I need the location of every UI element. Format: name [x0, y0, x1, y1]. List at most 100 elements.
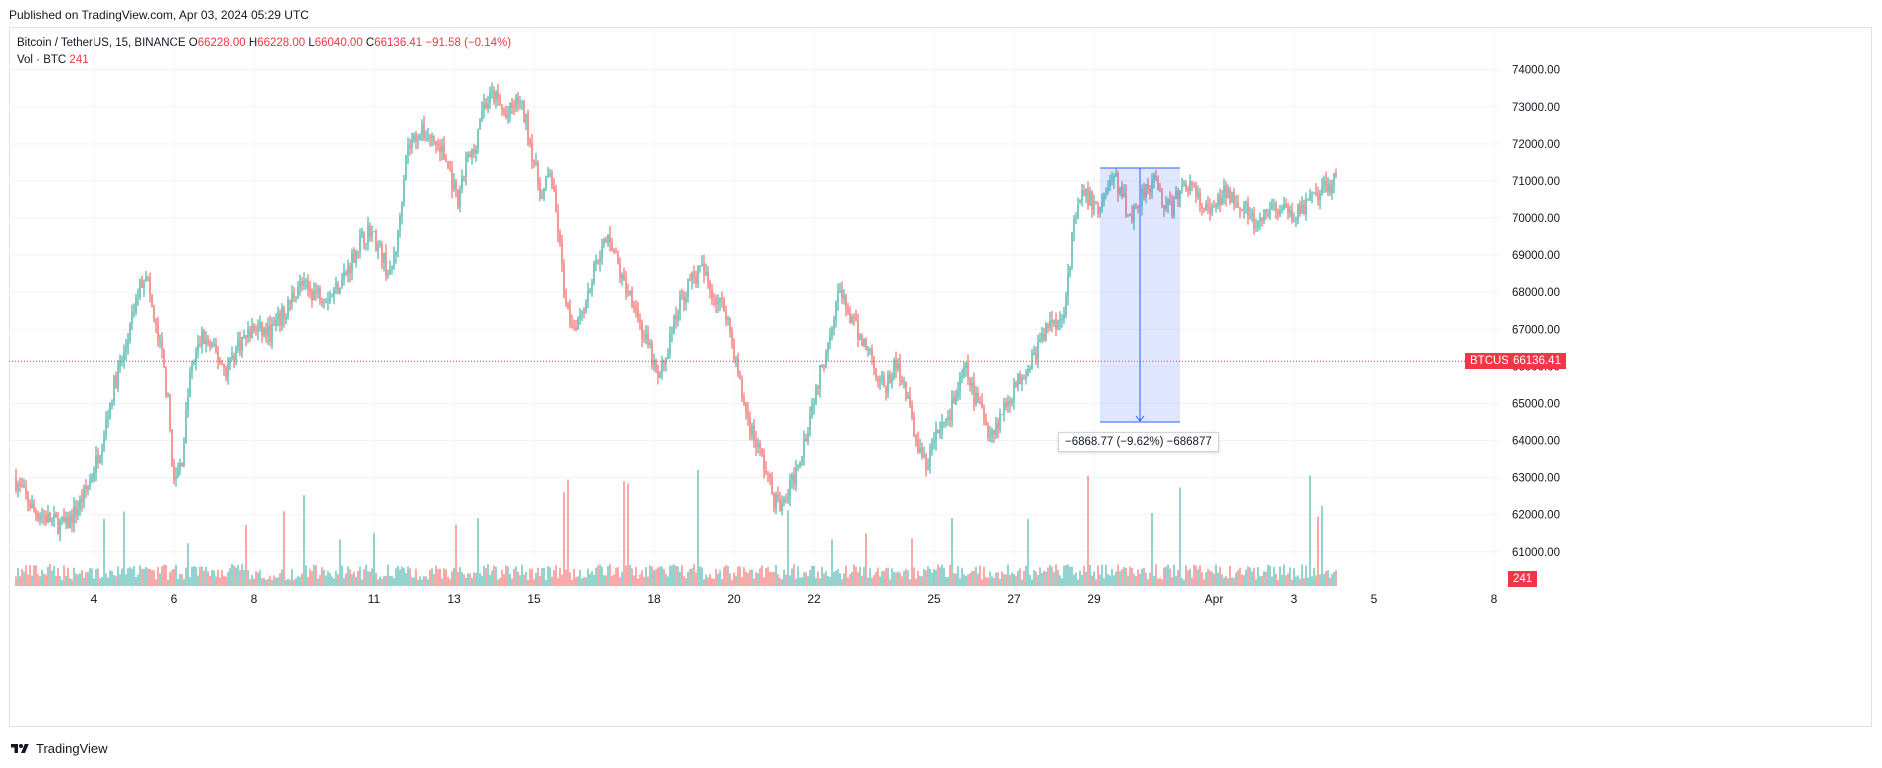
volume-bar — [763, 577, 765, 586]
volume-bar — [219, 577, 221, 586]
volume-bar — [993, 577, 995, 586]
candle-body — [923, 454, 925, 457]
chart-frame — [9, 27, 1872, 727]
candle-body — [111, 401, 113, 404]
candle-body — [691, 272, 693, 280]
volume-bar — [747, 573, 749, 586]
volume-bar — [505, 565, 507, 586]
volume-bar — [733, 572, 735, 586]
candle-body — [193, 362, 195, 364]
candle-body — [215, 343, 217, 353]
footer-brand[interactable]: TradingView — [9, 741, 108, 756]
candle-body — [143, 281, 145, 288]
candle-body — [1271, 204, 1273, 210]
volume-bar — [603, 575, 605, 586]
candle-body — [685, 297, 687, 303]
candle-body — [729, 317, 731, 332]
volume-bar — [1299, 578, 1301, 586]
candle-body — [565, 297, 567, 304]
volume-bar — [907, 570, 909, 586]
candle-body — [615, 251, 617, 254]
volume-bar — [1185, 565, 1187, 586]
volume-bar — [571, 579, 573, 586]
candle-body — [71, 515, 73, 524]
volume-bar — [403, 568, 405, 586]
volume-bar — [439, 568, 441, 586]
volume-bar — [101, 576, 103, 586]
candle-body — [891, 377, 893, 384]
candle-body — [563, 263, 565, 298]
candle-body — [631, 291, 633, 306]
volume-bar — [1217, 572, 1219, 586]
volume-bar — [623, 481, 625, 586]
candle-body — [709, 281, 711, 290]
volume-bar — [1239, 567, 1241, 586]
candle-body — [91, 478, 93, 482]
volume-bar — [1279, 566, 1281, 586]
volume-bar — [273, 575, 275, 586]
candle-body — [551, 173, 553, 188]
candle-body — [581, 312, 583, 315]
volume-bar — [489, 574, 491, 586]
candle-body — [517, 95, 519, 104]
volume-bar — [799, 577, 801, 586]
candle-body — [803, 438, 805, 457]
volume-bar — [463, 574, 465, 586]
volume-bar — [205, 566, 207, 586]
volume-bar — [1329, 577, 1331, 586]
candle-body — [1153, 175, 1155, 180]
volume-bar — [575, 577, 577, 586]
volume-bar — [1321, 505, 1323, 586]
volume-bar — [827, 576, 829, 586]
volume-bar — [1043, 570, 1045, 586]
volume-bar — [183, 579, 185, 586]
x-tick-label: 15 — [527, 592, 541, 606]
candle-body — [1141, 188, 1143, 207]
candle-body — [755, 440, 757, 448]
volume-bar — [665, 573, 667, 586]
volume-bar — [301, 573, 303, 586]
candle-body — [813, 403, 815, 406]
candle-body — [207, 339, 209, 343]
volume-label[interactable]: Vol · BTC — [17, 54, 67, 66]
candle-body — [977, 393, 979, 402]
candle-body — [1061, 318, 1063, 320]
volume-bar — [1289, 567, 1291, 586]
volume-bar — [77, 574, 79, 586]
volume-bar — [905, 568, 907, 586]
candle-body — [67, 517, 69, 529]
volume-bar — [587, 568, 589, 586]
tradingview-logo-icon — [11, 743, 29, 753]
candle-body — [131, 312, 133, 324]
volume-bar — [157, 567, 159, 586]
volume-bar — [59, 576, 61, 586]
candle-body — [459, 189, 461, 207]
candle-body — [41, 516, 43, 518]
volume-bar — [479, 573, 481, 586]
measure-result-label[interactable]: −6868.77 (−9.62%) −686877 — [1058, 431, 1219, 452]
y-tick-label: 74000.00 — [1512, 65, 1560, 77]
volume-bar — [297, 576, 299, 586]
volume-bar — [265, 579, 267, 586]
change-value: −91.58 (−0.14%) — [425, 37, 512, 49]
volume-bar — [1291, 579, 1293, 586]
candle-body — [487, 103, 489, 108]
volume-bar — [105, 573, 107, 586]
candle-body — [1083, 190, 1085, 196]
candle-body — [537, 162, 539, 183]
candle-body — [1197, 192, 1199, 197]
last-price-value-tag: 66136.41 — [1508, 353, 1566, 370]
x-tick-label: 11 — [368, 592, 381, 606]
volume-bar — [1139, 573, 1141, 586]
symbol-title[interactable]: Bitcoin / TetherUS, 15, BINANCE — [17, 37, 186, 49]
candle-body — [1075, 218, 1077, 220]
candle-body — [133, 311, 135, 313]
candle-body — [735, 357, 737, 360]
volume-bar — [683, 576, 685, 586]
volume-bar — [93, 578, 95, 586]
candle-body — [165, 367, 167, 396]
volume-bar — [967, 574, 969, 586]
candle-body — [1037, 341, 1039, 360]
volume-bar — [279, 573, 281, 586]
